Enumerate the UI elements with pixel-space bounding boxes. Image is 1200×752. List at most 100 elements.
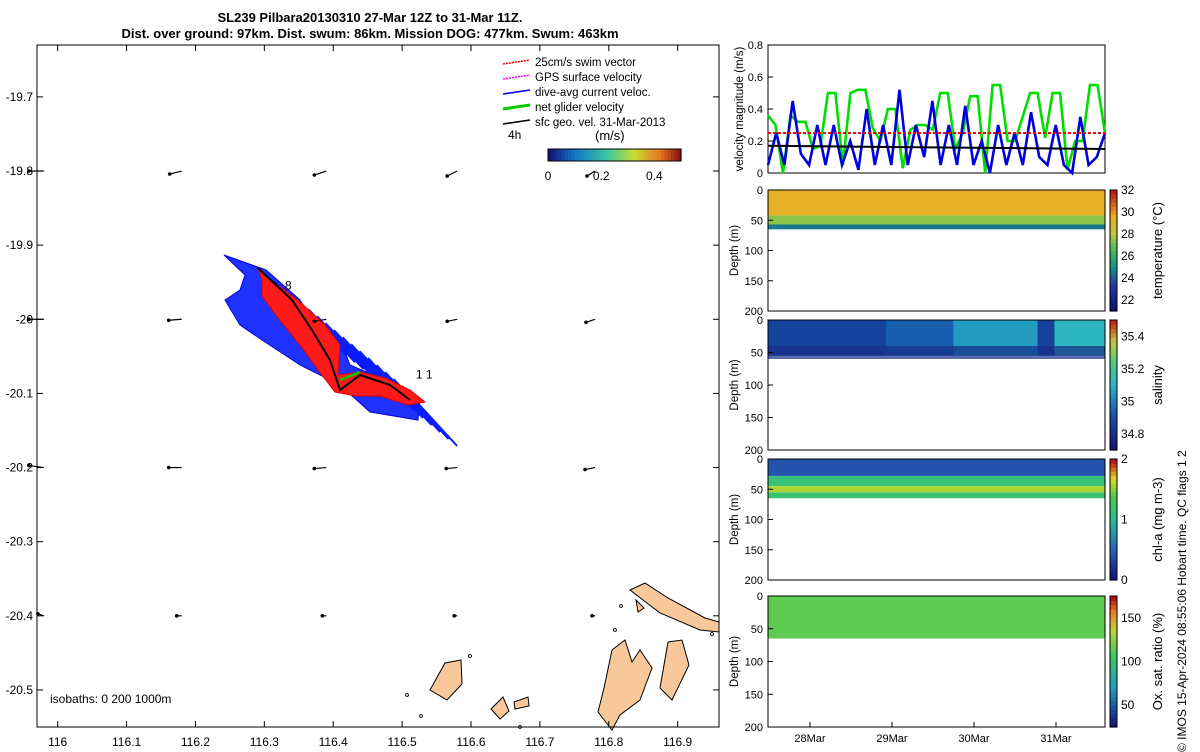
colorbar-cell	[1110, 652, 1117, 658]
net-glider-velocity	[339, 370, 361, 382]
colorbar-tick-label: 150	[1121, 611, 1141, 625]
colorbar-cell	[624, 149, 629, 161]
colorbar-cell	[574, 149, 579, 161]
time-tick-label: 28Mar	[794, 733, 826, 745]
colorbar-cell	[677, 149, 682, 161]
colorbar-cell	[1110, 670, 1117, 676]
colorbar-cell	[1110, 495, 1117, 500]
colorbar-cell	[1110, 226, 1117, 231]
geo-vector-head	[444, 466, 449, 471]
coastline-group	[429, 582, 720, 731]
colorbar-cell	[1110, 266, 1117, 272]
x-tick-label: 116	[48, 735, 67, 749]
colorbar-cell	[1110, 463, 1117, 468]
colorbar-cell	[1110, 402, 1117, 408]
x-tick-label: 116.8	[594, 735, 623, 749]
colorbar-cell	[671, 149, 675, 161]
colorbar-cell	[551, 149, 556, 161]
geo-vector	[314, 318, 327, 322]
geo-vector-group	[27, 169, 596, 618]
colorbar-cell	[1110, 298, 1117, 304]
colorbar-tick-label: 28	[1121, 227, 1135, 241]
x-tick-label: 116.3	[250, 735, 279, 749]
colorbar-cell	[1110, 367, 1117, 373]
colorbar-cell	[667, 149, 672, 161]
velocity-y-tick-label: 0.8	[748, 40, 763, 52]
colorbar-cell	[1110, 393, 1117, 399]
colorbar-cell	[1110, 328, 1117, 334]
heatmap-y-tick-label: 0	[757, 315, 763, 327]
heatmap-cell	[768, 492, 1105, 499]
colorbar-cell	[1110, 575, 1117, 581]
colorbar-cell	[1110, 648, 1117, 654]
colorbar-cell	[1110, 306, 1117, 312]
colorbar-cell	[1110, 363, 1117, 369]
colorbar-cell	[611, 149, 616, 161]
colorbar-cell	[664, 149, 669, 161]
heatmap-y-tick-label: 50	[751, 484, 763, 496]
colorbar-cell	[1110, 406, 1117, 412]
colorbar-cell	[1110, 555, 1117, 561]
colorbar-cell	[577, 149, 582, 161]
y-tick-label: -19.7	[6, 90, 34, 104]
colorbar-label: Ox. sat. ratio (%)	[1150, 613, 1165, 711]
y-tick-label: -19.9	[6, 238, 34, 252]
map-legend	[502, 59, 531, 125]
colorbar-cell	[661, 149, 665, 161]
islet-3	[419, 714, 423, 718]
x-tick-label: 116.2	[181, 735, 210, 749]
colorbar-cell	[1110, 609, 1117, 615]
colorbar-cell	[1110, 567, 1117, 573]
colorbar-cell	[1110, 596, 1117, 601]
colorbar-cell	[1110, 419, 1117, 425]
heatmap-y-tick-label: 50	[751, 215, 763, 227]
colorbar-cell	[1110, 380, 1117, 386]
velocity-series-line	[766, 89, 1107, 176]
heatmap-y-tick-label: 0	[757, 591, 763, 603]
colorbar-cell	[607, 149, 612, 161]
colorbar-cell	[1110, 258, 1117, 264]
colorbar-cell	[1110, 372, 1117, 377]
colorbar-cell	[1110, 441, 1117, 447]
heatmap-cell	[768, 224, 1105, 230]
geo-vector-head	[590, 614, 594, 618]
colorbar-tick-label: 26	[1121, 249, 1135, 263]
heatmap-y-label: Depth (m)	[729, 225, 741, 276]
island-6	[635, 598, 645, 613]
colorbar-tick-label: 24	[1121, 271, 1135, 285]
colorbar-cell	[1110, 696, 1117, 702]
x-tick-label: 116.4	[319, 735, 348, 749]
colorbar-cell	[1110, 503, 1117, 508]
heatmap-y-tick-label: 100	[745, 380, 763, 392]
x-tick-label: 116.7	[525, 735, 554, 749]
heatmap-y-label: Depth (m)	[729, 494, 741, 545]
colorbar-tick-label: 30	[1121, 205, 1135, 219]
x-tick-label: 116.6	[456, 735, 485, 749]
legend-label: GPS surface velocity	[535, 72, 642, 84]
colorbar-cell	[557, 149, 562, 161]
colorbar-cell	[1110, 262, 1117, 268]
heatmap-y-tick-label: 100	[745, 246, 763, 258]
velocity-y-tick-label: 0.6	[748, 72, 763, 84]
colorbar-cell	[1110, 411, 1117, 416]
colorbar-cell	[1110, 246, 1117, 252]
heatmap-cell	[768, 215, 1105, 225]
colorbar-cell	[1110, 389, 1117, 395]
colorbar-cell	[1110, 290, 1117, 296]
colorbar-cell	[548, 149, 552, 161]
colorbar-cell	[1110, 432, 1117, 438]
colorbar-cell	[1110, 622, 1117, 628]
geo-vector-head	[167, 172, 172, 176]
heatmap-y-tick-label: 0	[757, 185, 763, 197]
velocity-series-line	[767, 144, 1106, 150]
isobath-label: isobaths: 0 200 1000m	[50, 692, 171, 706]
colorbar-cell	[1110, 674, 1117, 680]
colorbar-cell	[561, 149, 566, 161]
colorbar-cell	[1110, 547, 1117, 553]
legend-label: sfc geo. vel. 31-Mar-2013	[535, 117, 665, 129]
colorbar-cell	[1110, 678, 1117, 684]
colorbar-cell	[1110, 700, 1117, 706]
colorbar-cell	[591, 149, 596, 161]
colorbar-cell	[1110, 385, 1117, 390]
heatmap-cells	[768, 459, 1105, 499]
